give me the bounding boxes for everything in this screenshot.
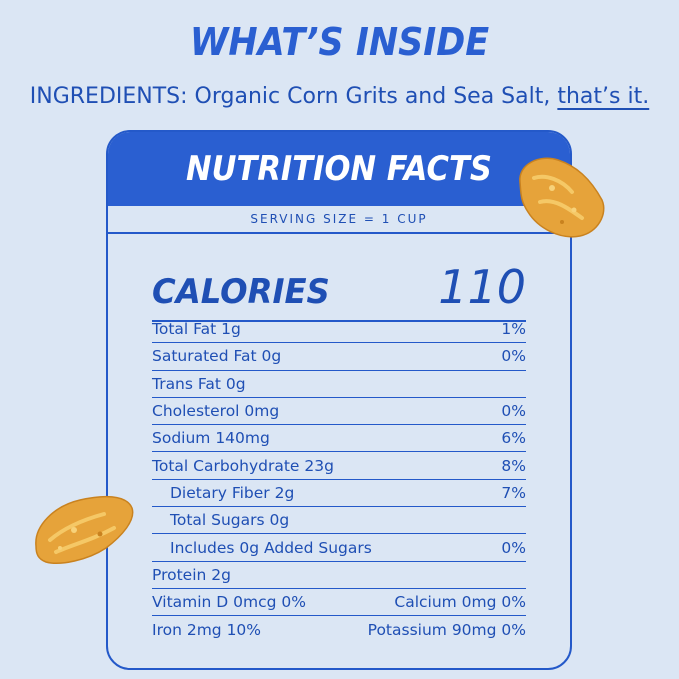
nutrient-name: Total Carbohydrate 23g <box>152 456 334 475</box>
nutrient-name: Protein 2g <box>152 565 231 584</box>
nutrition-facts-header: NUTRITION FACTS <box>108 132 570 206</box>
nutrient-value: 7% <box>501 483 526 502</box>
calories-label: CALORIES <box>152 272 330 312</box>
calories-row: CALORIES 110 <box>152 260 526 322</box>
nutrient-row-total-fat: Total Fat 1g 1% <box>152 316 526 344</box>
nutrient-value: 0% <box>501 347 526 366</box>
nutrient-row-saturated-fat: Saturated Fat 0g 0% <box>152 343 526 371</box>
nutrient-value: 1% <box>501 320 526 339</box>
serving-size: SERVING SIZE = 1 CUP <box>108 206 570 234</box>
page-title: WHAT’S INSIDE <box>189 20 490 64</box>
nutrient-name: Iron 2mg 10% <box>152 620 262 639</box>
nutrient-value: 0% <box>501 538 526 557</box>
nutrient-row-cholesterol: Cholesterol 0mg 0% <box>152 398 526 426</box>
nutrient-name: Total Sugars 0g <box>170 511 290 530</box>
nutrient-name: Trans Fat 0g <box>152 374 246 393</box>
ingredients-line: INGREDIENTS: Organic Corn Grits and Sea … <box>0 84 679 109</box>
ingredients-tail: that’s it. <box>557 84 650 109</box>
nutrient-value: 6% <box>501 429 526 448</box>
corn-flake-image-top <box>519 157 605 238</box>
nutrient-name: Sodium 140mg <box>152 429 270 448</box>
nutrient-row-dietary-fiber: Dietary Fiber 2g 7% <box>152 480 526 508</box>
nutrient-row-total-sugars: Total Sugars 0g <box>152 507 526 535</box>
nutrient-name: Total Fat 1g <box>152 320 241 339</box>
nutrient-name: Saturated Fat 0g <box>152 347 282 366</box>
nutrient-row-iron-potassium: Iron 2mg 10% Potassium 90mg 0% <box>152 616 526 643</box>
nutrient-row-trans-fat: Trans Fat 0g <box>152 371 526 398</box>
nutrient-row-protein: Protein 2g <box>152 562 526 589</box>
nutrient-row-added-sugars: Includes 0g Added Sugars 0% <box>152 534 526 562</box>
nutrient-name: Vitamin D 0mcg 0% <box>152 593 307 612</box>
nutrient-row-sodium: Sodium 140mg 6% <box>152 425 526 453</box>
nutrient-value: Calcium 0mg 0% <box>394 593 526 612</box>
nutrient-value: 0% <box>501 402 526 421</box>
nutrient-list: Total Fat 1g 1% Saturated Fat 0g 0% Trans … <box>152 316 526 644</box>
nutrient-name: Dietary Fiber 2g <box>170 483 295 502</box>
calories-value: 110 <box>438 260 526 314</box>
nutrient-value: 8% <box>501 456 526 475</box>
nutrition-facts-title: NUTRITION FACTS <box>186 149 492 189</box>
corn-flake-image-left <box>35 495 134 564</box>
ingredients-text: INGREDIENTS: Organic Corn Grits and Sea … <box>29 84 558 109</box>
nutrient-row-total-carbohydrate: Total Carbohydrate 23g 8% <box>152 452 526 480</box>
nutrition-facts-card: NUTRITION FACTS SERVING SIZE = 1 CUP CAL… <box>106 130 572 670</box>
nutrient-name: Includes 0g Added Sugars <box>170 538 372 557</box>
nutrient-row-vitamin-d-calcium: Vitamin D 0mcg 0% Calcium 0mg 0% <box>152 589 526 617</box>
nutrient-value: Potassium 90mg 0% <box>367 620 526 639</box>
nutrient-name: Cholesterol 0mg <box>152 402 280 421</box>
